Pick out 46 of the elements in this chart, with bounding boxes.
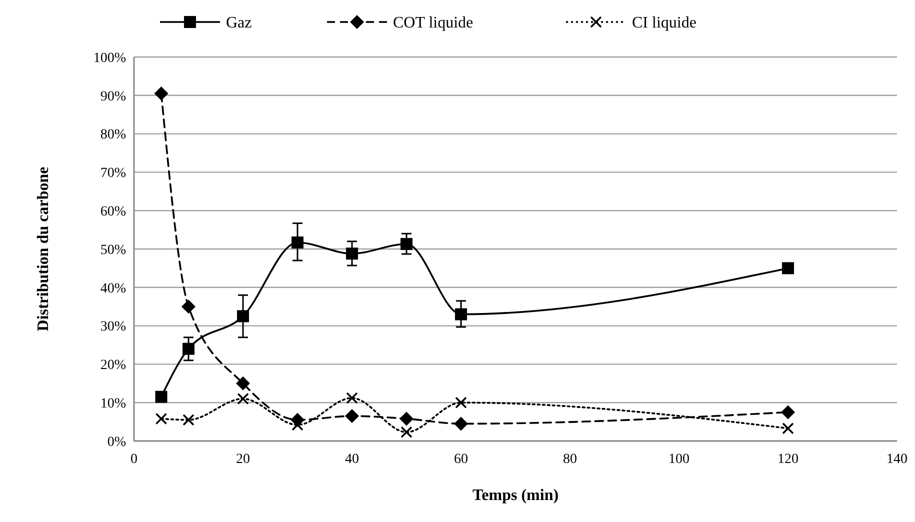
- y-tick-label: 70%: [100, 166, 126, 182]
- point: [237, 310, 249, 322]
- x-axis-title: Temps (min): [472, 487, 559, 504]
- point: [782, 262, 794, 274]
- point: [236, 376, 250, 390]
- point: [781, 405, 795, 420]
- x-tick-label: 40: [345, 452, 359, 467]
- y-tick-label: 80%: [100, 128, 126, 143]
- point: [182, 342, 194, 355]
- y-tick-label: 40%: [100, 281, 126, 296]
- point: [155, 390, 168, 403]
- point: [782, 422, 794, 434]
- y-tick-label: 100%: [93, 50, 126, 66]
- point: [182, 300, 196, 314]
- point: [400, 238, 412, 250]
- y-tick-label: 60%: [100, 204, 126, 220]
- point: [454, 416, 468, 431]
- x-tick-label: 60: [454, 452, 468, 467]
- y-tick-label: 0%: [107, 434, 126, 450]
- x-tick-label: 20: [236, 452, 250, 467]
- legend-label: CI liquide: [632, 14, 696, 32]
- point: [455, 308, 467, 320]
- point: [155, 412, 168, 425]
- x-tick-label: 80: [563, 452, 577, 467]
- x-tick-label: 100: [668, 452, 690, 467]
- point: [346, 392, 358, 404]
- x-tick-label: 120: [778, 452, 798, 467]
- y-axis-title: Distribution du carbone: [35, 166, 52, 332]
- point: [237, 392, 249, 405]
- x-tick-label: 0: [130, 452, 138, 467]
- point: [400, 426, 412, 438]
- legend-label: COT liquide: [393, 14, 474, 32]
- point: [400, 412, 414, 426]
- legend-label: Gaz: [226, 14, 252, 32]
- y-tick-label: 10%: [100, 396, 126, 412]
- y-tick-label: 90%: [100, 89, 126, 104]
- point: [455, 396, 467, 408]
- x-tick-label: 140: [886, 452, 908, 467]
- y-tick-label: 50%: [100, 242, 126, 258]
- point: [346, 248, 358, 260]
- point: [292, 236, 304, 248]
- y-tick-label: 30%: [100, 320, 126, 335]
- y-tick-label: 20%: [100, 358, 126, 374]
- point: [154, 86, 168, 100]
- point: [345, 409, 359, 424]
- point: [182, 414, 194, 426]
